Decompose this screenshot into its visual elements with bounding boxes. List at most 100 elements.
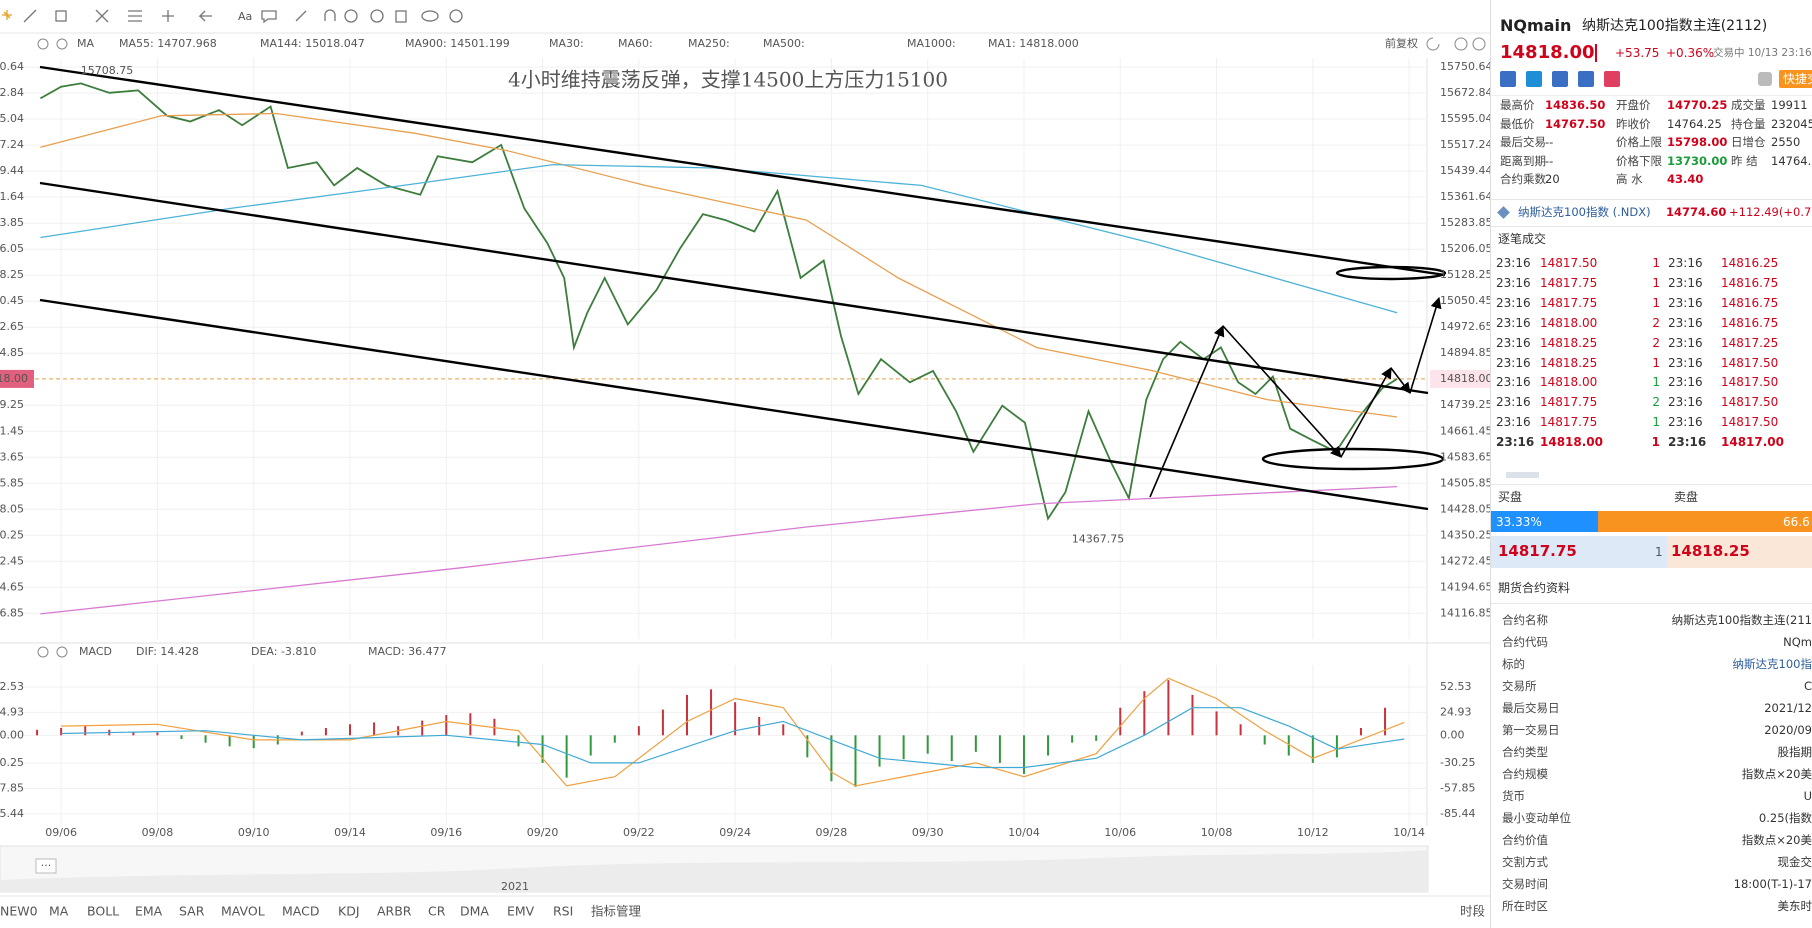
indicator-tab[interactable]: KDJ bbox=[338, 904, 360, 919]
tool-settings[interactable] bbox=[449, 9, 463, 23]
feature-icon[interactable] bbox=[1526, 71, 1542, 87]
indicator-tab[interactable]: DMA bbox=[460, 904, 489, 919]
bell-icon[interactable] bbox=[1758, 72, 1772, 86]
indicator-tab[interactable]: NEW0 bbox=[0, 904, 38, 919]
y-tick-label-left: 15517.24 bbox=[0, 138, 24, 151]
navigator-area bbox=[0, 850, 1428, 892]
indicator-tab[interactable]: EMV bbox=[507, 904, 535, 919]
instrument-name: 纳斯达克100指数主连(2112) bbox=[1582, 18, 1768, 34]
y-tick-label: -57.85 bbox=[1440, 781, 1475, 794]
tool-note[interactable] bbox=[261, 10, 277, 24]
macd-bar bbox=[541, 735, 544, 763]
zoom-in[interactable] bbox=[1472, 37, 1486, 51]
trade-cell: 14817.50 bbox=[1721, 395, 1779, 410]
indicator-tab[interactable]: SAR bbox=[179, 904, 205, 919]
x-tick-label: 09/24 bbox=[719, 826, 751, 839]
tool-eye[interactable] bbox=[344, 9, 358, 23]
y-tick-label: 15750.64 bbox=[1440, 60, 1490, 73]
indicator-tab[interactable]: EMA bbox=[135, 904, 163, 919]
tool-cross[interactable] bbox=[162, 10, 174, 22]
tool-back[interactable] bbox=[198, 10, 212, 22]
settings-icon[interactable] bbox=[37, 38, 49, 50]
close-icon[interactable] bbox=[56, 38, 68, 50]
indicator-tab[interactable]: RSI bbox=[553, 904, 573, 919]
y-tick-label: 15595.04 bbox=[1440, 112, 1490, 125]
close-icon[interactable] bbox=[56, 646, 68, 658]
feature-icon[interactable] bbox=[1552, 71, 1568, 87]
stat-label: 最后交易 bbox=[1500, 135, 1546, 149]
macd-bar bbox=[878, 735, 881, 767]
indicator-tab[interactable]: MA bbox=[49, 904, 69, 919]
tool-rect[interactable] bbox=[55, 10, 67, 22]
macd-bar bbox=[661, 709, 664, 736]
trade-cell: 14817.50 bbox=[1540, 256, 1598, 270]
trade-cell: 14817.50 bbox=[1721, 375, 1779, 390]
y-tick-label: 15672.84 bbox=[1440, 86, 1490, 99]
y-tick-label: 14428.05 bbox=[1440, 502, 1490, 515]
tool-delete[interactable] bbox=[395, 10, 407, 23]
trade-cell: 14817.00 bbox=[1721, 435, 1785, 450]
trades-title: 逐笔成交 bbox=[1498, 232, 1547, 246]
trade-cell: 23:16 bbox=[1496, 375, 1531, 390]
macd-bar bbox=[36, 729, 39, 736]
feature-icon[interactable] bbox=[1500, 71, 1516, 87]
indicator-tab[interactable]: CR bbox=[428, 904, 446, 919]
index-price: 14774.60 bbox=[1666, 205, 1727, 219]
indicator-tab[interactable]: ARBR bbox=[377, 904, 412, 919]
feature-icon[interactable] bbox=[1604, 71, 1620, 87]
trade-cell: 14816.75 bbox=[1721, 315, 1779, 330]
trade-status: 交易中 10/13 23:16( bbox=[1713, 47, 1812, 59]
trade-cell: 14818.00 bbox=[1540, 435, 1604, 450]
tool-hide[interactable] bbox=[370, 9, 384, 23]
macd-bar bbox=[734, 702, 737, 736]
trade-cell: 23:16 bbox=[1668, 355, 1703, 370]
bid-share-bar bbox=[1491, 511, 1599, 532]
annotation: 4小时维持震荡反弹，支撑14500上方压力15100 bbox=[508, 68, 948, 92]
side-panel: NQmain 纳斯达克100指数主连(2112) 14818.00 +53.75 +0.… bbox=[1490, 0, 1812, 928]
zoom-out[interactable] bbox=[1454, 37, 1468, 51]
macd-bar bbox=[1143, 691, 1146, 736]
trade-cell: 23:16 bbox=[1668, 435, 1707, 450]
feature-icon[interactable] bbox=[1578, 71, 1594, 87]
chart-area: Aa ··· 2021 MA MA55: 14707.968 MA144: 1501… bbox=[0, 9, 1490, 919]
macd-bar bbox=[854, 735, 857, 787]
settings-icon[interactable] bbox=[37, 646, 49, 658]
symbol: NQmain bbox=[1500, 16, 1572, 35]
tool-line[interactable] bbox=[23, 9, 37, 23]
x-tick-label: 09/08 bbox=[142, 826, 174, 839]
tool-lines[interactable] bbox=[128, 10, 142, 22]
tool-link[interactable] bbox=[421, 10, 439, 22]
tool-text[interactable]: Aa bbox=[238, 10, 252, 23]
trade-cell: 23:16 bbox=[1496, 355, 1531, 370]
x-tick-label: 09/20 bbox=[527, 826, 559, 839]
tool-ruler[interactable] bbox=[295, 10, 307, 22]
indicator-tab[interactable]: 指标管理 bbox=[591, 904, 642, 919]
y-tick-label-left: 15672.84 bbox=[0, 86, 24, 99]
y-tick-label-left: 14583.65 bbox=[0, 450, 24, 463]
tool-magnet[interactable] bbox=[324, 9, 336, 21]
macd-bar bbox=[1167, 680, 1170, 736]
session-tab[interactable]: 时段 bbox=[1460, 904, 1485, 919]
reset-icon[interactable] bbox=[1426, 37, 1440, 51]
bid-share-label: 33.33% bbox=[1496, 515, 1542, 529]
indicator-tab[interactable]: MAVOL bbox=[221, 904, 265, 919]
indicator-tab[interactable]: MACD bbox=[282, 904, 319, 919]
stat-label: 最低价 bbox=[1500, 116, 1535, 131]
trade-cell: 14817.75 bbox=[1540, 415, 1598, 430]
macd-bar bbox=[84, 726, 87, 736]
trade-cell: 14816.75 bbox=[1721, 275, 1779, 290]
trade-cell: 23:16 bbox=[1496, 275, 1531, 290]
quick-trade[interactable]: 快捷交 bbox=[1779, 70, 1812, 88]
arrow bbox=[1149, 324, 1225, 498]
stat-label: 合约乘数 bbox=[1500, 172, 1546, 186]
toolbar-icons bbox=[2, 9, 463, 24]
stat-label: 距离到期 bbox=[1500, 153, 1546, 168]
indicator-name: MA bbox=[77, 37, 94, 50]
trade-cell: 14817.50 bbox=[1721, 355, 1779, 370]
tool-move[interactable] bbox=[2, 10, 12, 20]
indicator-tab[interactable]: BOLL bbox=[87, 904, 119, 919]
navigator-handle[interactable] bbox=[35, 858, 57, 874]
tool-fib[interactable] bbox=[95, 9, 109, 23]
ma-legend: MA144: 15018.047 bbox=[260, 37, 365, 50]
macd-bar bbox=[974, 735, 977, 752]
